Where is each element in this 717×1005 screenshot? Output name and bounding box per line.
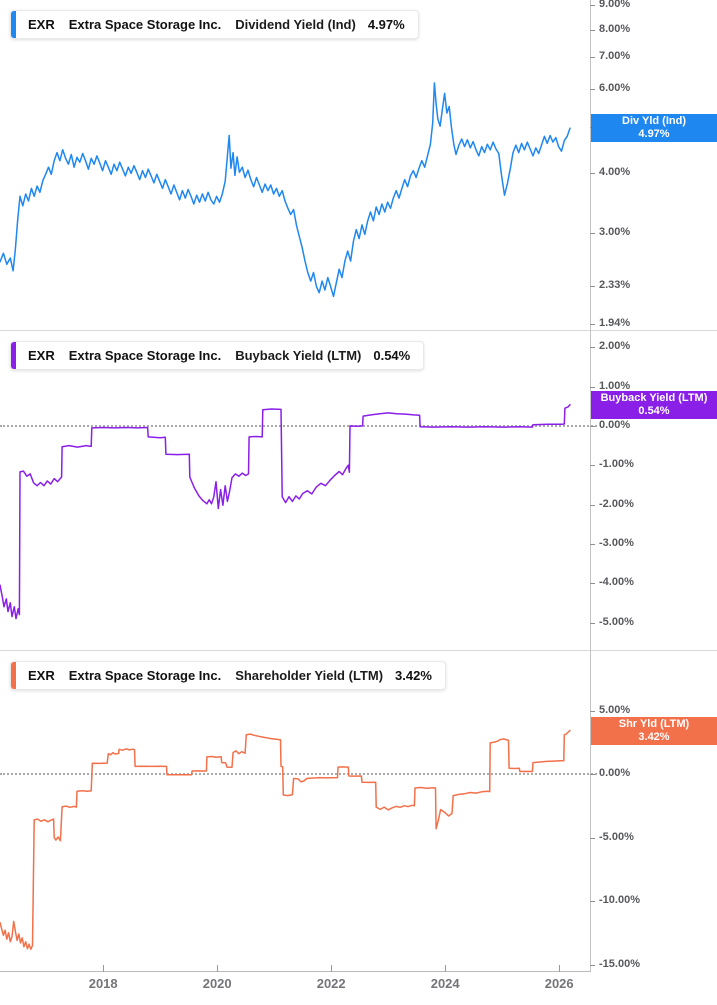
buyback-yield-axis-badge: Buyback Yield (LTM) 0.54% — [591, 390, 717, 419]
y-axis-tick-label: 0.00% — [599, 418, 631, 431]
y-axis-tick-label: 8.00% — [599, 22, 631, 35]
x-axis-year-label: 2024 — [430, 976, 460, 991]
company-name: Extra Space Storage Inc. — [68, 348, 222, 363]
dividend-yield-series-line — [0, 82, 571, 298]
metric-value: 3.42% — [395, 668, 432, 683]
y-axis-tick-mark — [590, 285, 595, 287]
y-axis-tick-mark — [590, 173, 595, 175]
ticker-symbol: EXR — [28, 17, 55, 32]
y-axis-tick-label: 7.00% — [599, 50, 631, 63]
shareholder-yield-axis-badge: Shr Yld (LTM) 3.42% — [591, 716, 717, 745]
series-color-bar — [11, 662, 16, 689]
y-axis-tick-label: -4.00% — [599, 576, 634, 589]
y-axis-tick-label: 9.00% — [599, 0, 631, 10]
x-axis-tick-mark — [559, 965, 561, 972]
y-axis-tick-mark — [590, 504, 595, 506]
ticker-symbol: EXR — [28, 668, 55, 683]
metric-name: Dividend Yield (Ind) — [235, 17, 356, 32]
y-axis-tick-mark — [590, 543, 595, 545]
y-axis-tick-mark — [590, 89, 595, 91]
y-axis-tick-label: 5.00% — [599, 703, 631, 716]
x-axis-year-label: 2022 — [316, 976, 346, 991]
x-axis-tick-mark — [217, 965, 219, 972]
y-axis-tick-mark — [590, 774, 595, 776]
metric-name: Buyback Yield (LTM) — [235, 348, 362, 363]
y-axis-tick-mark — [590, 386, 595, 388]
x-axis-tick-mark — [445, 965, 447, 972]
y-axis-tick-mark — [590, 622, 595, 624]
company-name: Extra Space Storage Inc. — [68, 17, 222, 32]
y-axis-tick-mark — [590, 57, 595, 59]
y-axis-tick-label: -2.00% — [599, 497, 634, 510]
y-axis-tick-mark — [590, 837, 595, 839]
shareholder-yield-series-line — [0, 729, 571, 951]
metric-value: 0.54% — [373, 348, 411, 363]
y-axis-tick-mark — [590, 323, 595, 325]
panel-divider-line — [0, 650, 717, 651]
y-axis-tick-mark — [590, 29, 595, 31]
x-axis-year-label: 2026 — [544, 976, 574, 991]
dividend-yield-axis-badge: Div Yld (Ind) 4.97% — [591, 114, 717, 143]
x-axis-tick-mark — [331, 965, 333, 972]
shareholder-yield-chart-legend: EXR Extra Space Storage Inc. Shareholder… — [10, 661, 446, 690]
y-axis-tick-mark — [590, 901, 595, 902]
y-axis-tick-label: 1.94% — [599, 316, 631, 329]
metric-name: Shareholder Yield (LTM) — [235, 668, 384, 683]
y-axis-tick-label: 0.00% — [599, 767, 631, 780]
badge-value: 3.42% — [638, 730, 670, 743]
y-axis-tick-label: -3.00% — [599, 536, 634, 549]
badge-label: Div Yld (Ind) — [622, 115, 686, 128]
y-axis-tick-label: 4.00% — [599, 166, 631, 179]
y-axis-tick-label: 3.00% — [599, 226, 631, 238]
y-axis-tick-mark — [590, 425, 595, 427]
dividend-yield-chart-legend: EXR Extra Space Storage Inc. Dividend Yi… — [10, 10, 419, 39]
y-axis-tick-mark — [590, 964, 595, 966]
y-axis-tick-mark — [590, 347, 595, 349]
y-axis-tick-mark — [590, 233, 595, 234]
y-axis-tick-mark — [590, 710, 595, 712]
x-axis-year-label: 2020 — [202, 976, 232, 991]
badge-value: 4.97% — [638, 128, 670, 141]
ticker-symbol: EXR — [28, 348, 55, 363]
y-axis-tick-label: -10.00% — [599, 894, 640, 906]
y-axis-tick-label: 1.00% — [599, 379, 631, 392]
zero-reference-line — [0, 424, 597, 427]
y-axis-tick-label: 2.33% — [599, 278, 631, 291]
badge-label: Buyback Yield (LTM) — [600, 391, 708, 404]
dividend-yield-line-chart[interactable] — [0, 0, 590, 330]
series-color-bar — [11, 11, 16, 38]
badge-label: Shr Yld (LTM) — [618, 717, 690, 730]
buyback-yield-line-chart[interactable] — [0, 330, 590, 650]
y-axis-tick-label: 2.00% — [599, 340, 631, 353]
company-name: Extra Space Storage Inc. — [68, 668, 222, 683]
y-axis-tick-mark — [590, 583, 595, 585]
zero-reference-line — [0, 773, 597, 776]
bottom-axis-line — [0, 971, 591, 972]
y-axis-tick-label: 6.00% — [599, 82, 631, 95]
y-axis-tick-mark — [590, 5, 595, 6]
panel-divider-line — [0, 330, 717, 331]
shareholder-yield-line-chart[interactable] — [0, 650, 590, 971]
badge-value: 0.54% — [638, 404, 670, 417]
series-color-bar — [11, 342, 16, 369]
metric-value: 4.97% — [367, 17, 405, 32]
x-axis-tick-mark — [103, 965, 105, 972]
y-axis-tick-mark — [590, 465, 595, 467]
y-axis-tick-label: -15.00% — [599, 957, 640, 970]
y-axis-tick-label: -1.00% — [599, 458, 634, 471]
y-axis-tick-label: -5.00% — [599, 830, 634, 843]
y-axis-tick-label: -5.00% — [599, 615, 634, 628]
x-axis-year-label: 2018 — [88, 976, 118, 991]
buyback-yield-chart-legend: EXR Extra Space Storage Inc. Buyback Yie… — [10, 341, 425, 370]
right-axis-line — [590, 0, 591, 972]
buyback-yield-series-line — [0, 403, 571, 620]
